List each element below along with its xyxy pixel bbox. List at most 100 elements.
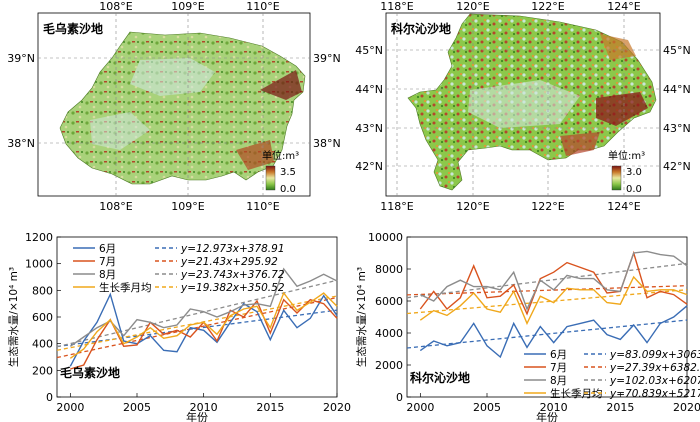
trend-line — [406, 262, 688, 299]
y-tick-label: 4000 — [375, 327, 403, 340]
legend-label: 6月 — [99, 243, 116, 255]
y-tick-label-left: 42°N — [355, 160, 383, 173]
y-tick-label: 200 — [32, 364, 53, 377]
legend-label: 7月 — [99, 256, 116, 268]
y-tick-label: 600 — [32, 311, 53, 324]
trend-equation-label: y=102.03x+6207.6 — [609, 375, 700, 387]
legend-label: 生长季月均 — [99, 281, 152, 294]
legend-label: 6月 — [550, 349, 567, 361]
legend-label: 7月 — [550, 362, 567, 374]
legend-max-label: 3.5 — [280, 167, 296, 178]
trend-equation-label: y=21.43x+295.92 — [180, 256, 278, 268]
series-line — [69, 267, 338, 347]
y-tick-label-right: 43°N — [663, 122, 691, 135]
trend-line — [56, 279, 338, 348]
x-tick-label: 2015 — [606, 401, 634, 414]
y-tick-label: 800 — [32, 284, 53, 297]
y-tick-label: 0 — [46, 391, 53, 404]
series-line — [419, 250, 688, 316]
x-tick-label-bottom: 118°E — [380, 200, 413, 213]
x-tick-label: 2020 — [673, 401, 700, 414]
trend-line — [406, 285, 688, 296]
map-title: 科尔沁沙地 — [391, 21, 451, 36]
y-tick-label: 8000 — [375, 263, 403, 276]
y-tick-label-left: 45°N — [355, 44, 383, 57]
x-tick-label-bottom: 122°E — [531, 200, 564, 213]
legend-colorbar — [611, 165, 622, 191]
legend-label: 生长季月均 — [550, 387, 603, 400]
legend-label: 8月 — [550, 375, 567, 387]
series-line — [69, 291, 338, 359]
map-panel-horqin: 科尔沁沙地 单位:m³ 3.0 0.0 118°E 120°E 122°E 12… — [355, 0, 690, 213]
legend-min-label: 0.0 — [280, 184, 296, 195]
x-tick-label: 2005 — [123, 401, 151, 414]
x-tick-label: 2000 — [406, 401, 434, 414]
region-high-patch — [236, 140, 274, 170]
series-line — [419, 275, 688, 326]
x-tick-label-top: 109°E — [171, 0, 204, 13]
y-tick-label-right: 45°N — [663, 44, 691, 57]
y-tick-label: 0 — [396, 391, 403, 404]
x-tick-label-top: 122°E — [531, 0, 564, 13]
x-tick-label-top: 118°E — [380, 0, 413, 13]
line-chart-0: 0 200 400 600 800 1000 1200 2000 2005 2010 2015 202… — [7, 231, 351, 422]
map-title: 毛乌素沙地 — [43, 21, 103, 36]
y-tick-label-left: 39°N — [7, 52, 35, 65]
x-tick-label: 2000 — [56, 401, 84, 414]
series-line — [419, 305, 688, 359]
series-line — [419, 250, 688, 311]
region-high-patch — [560, 132, 600, 156]
x-tick-label-top: 110°E — [246, 0, 279, 13]
region-high-patch — [260, 70, 302, 100]
region-sandy-patch — [130, 58, 215, 96]
x-tick-label-bottom: 120°E — [456, 200, 489, 213]
line-charts: 0 200 400 600 800 1000 1200 2000 2005 2010 2015 202… — [7, 231, 700, 422]
chart-region-label: 毛乌素沙地 — [60, 365, 120, 380]
trend-equation-label: y=23.743x+376.72 — [180, 269, 285, 281]
series-line — [69, 292, 338, 367]
legend-min-label: 0.0 — [626, 184, 642, 195]
plot-frame — [406, 236, 688, 398]
x-axis-label: 年份 — [536, 410, 558, 422]
chart-region-label: 科尔沁沙地 — [410, 370, 470, 385]
trend-equation-label: y=12.973x+378.91 — [180, 243, 285, 255]
trend-equation-label: y=83.099x+3063.1 — [609, 349, 700, 361]
region-high-patch — [600, 34, 636, 60]
y-tick-label-right: 39°N — [313, 52, 341, 65]
x-tick-label: 2010 — [540, 401, 568, 414]
x-tick-label: 2010 — [190, 401, 218, 414]
y-tick-label-right: 42°N — [663, 160, 691, 173]
legend-max-label: 3.0 — [626, 167, 642, 178]
x-tick-label-bottom: 109°E — [171, 200, 204, 213]
legend-label: 8月 — [99, 269, 116, 281]
region-sandy-patch — [468, 80, 580, 128]
y-axis-label: 生态需水量/×10⁴ m³ — [7, 267, 20, 367]
y-tick-label: 6000 — [375, 295, 403, 308]
x-tick-label-bottom: 110°E — [246, 200, 279, 213]
x-tick-label-bottom: 124°E — [607, 200, 640, 213]
x-tick-label-top: 120°E — [456, 0, 489, 13]
x-tick-label-top: 108°E — [99, 0, 132, 13]
y-tick-label: 2000 — [375, 359, 403, 372]
y-tick-label-right: 38°N — [313, 137, 341, 150]
x-tick-label-top: 124°E — [607, 0, 640, 13]
y-tick-label-left: 43°N — [355, 122, 383, 135]
x-tick-label: 2005 — [473, 401, 501, 414]
x-tick-label-bottom: 108°E — [99, 200, 132, 213]
trend-line — [406, 289, 688, 315]
trend-line — [56, 296, 338, 359]
trend-equation-label: y=19.382x+350.52 — [180, 282, 285, 294]
legend-title: 单位:m³ — [262, 149, 299, 162]
x-tick-label: 2020 — [323, 401, 351, 414]
map-panel-maowusu: 毛乌素沙地 单位:m³ 3.5 0.0 108°E 109°E 110°E 10… — [7, 0, 340, 213]
map-grid — [38, 13, 310, 196]
region-high-patch — [596, 92, 648, 126]
x-axis-label: 年份 — [186, 410, 208, 422]
region-sandy-patch — [90, 112, 150, 150]
legend-colorbar — [265, 165, 276, 191]
y-axis-label: 生态需水量/×10⁴ m³ — [355, 267, 368, 367]
y-tick-label: 1000 — [25, 258, 53, 271]
y-tick-label: 10000 — [368, 231, 403, 244]
